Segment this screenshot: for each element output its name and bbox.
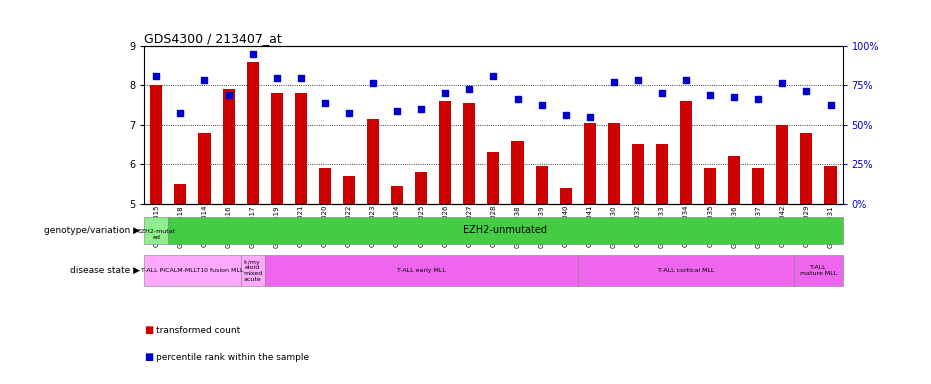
Bar [680, 101, 692, 204]
Point [317, 100, 332, 106]
Bar [488, 152, 499, 204]
Bar [608, 123, 620, 204]
Point [654, 90, 669, 96]
Bar [367, 119, 379, 204]
Bar [198, 133, 210, 204]
Point [462, 86, 477, 93]
Bar [271, 93, 283, 204]
Bar [264, 255, 578, 286]
Text: percentile rank within the sample: percentile rank within the sample [156, 353, 309, 362]
Text: genotype/variation ▶: genotype/variation ▶ [44, 226, 140, 235]
Point [342, 110, 357, 116]
Point [390, 108, 405, 114]
Bar [150, 86, 162, 204]
Point [197, 76, 212, 83]
Point [606, 78, 621, 84]
Point [534, 102, 549, 108]
Bar [560, 188, 572, 204]
Text: transformed count: transformed count [156, 326, 240, 335]
Point [679, 76, 694, 83]
Point [823, 102, 838, 108]
Bar [174, 184, 186, 204]
Text: EZH2-mutat: EZH2-mutat [137, 229, 175, 234]
Point [366, 80, 381, 86]
Point [413, 106, 428, 112]
Point [510, 96, 525, 102]
Point [750, 96, 765, 102]
Bar [247, 62, 259, 204]
Bar [632, 144, 644, 204]
Text: ■: ■ [144, 352, 154, 362]
Point [149, 73, 164, 79]
Text: EZH2-unmutated: EZH2-unmutated [464, 225, 547, 235]
Text: t-/my
eloid
mixed
acute: t-/my eloid mixed acute [243, 260, 263, 282]
Bar [464, 103, 476, 204]
Bar [144, 217, 169, 244]
Point [269, 74, 284, 81]
Bar [704, 168, 716, 204]
Bar [415, 172, 427, 204]
Point [245, 51, 260, 57]
Bar [825, 166, 837, 204]
Bar [223, 89, 235, 204]
Point [486, 73, 501, 79]
Point [799, 88, 814, 94]
Text: GDS4300 / 213407_at: GDS4300 / 213407_at [144, 32, 282, 45]
Text: T-ALL PICALM-MLLT10 fusion MLL: T-ALL PICALM-MLLT10 fusion MLL [142, 268, 244, 273]
Bar [391, 186, 403, 204]
Bar [801, 133, 813, 204]
Point [293, 74, 308, 81]
Text: ■: ■ [144, 325, 154, 335]
Point [222, 92, 236, 98]
Text: T-ALL
mature MLL: T-ALL mature MLL [800, 265, 837, 276]
Bar [240, 255, 264, 286]
Bar [584, 123, 596, 204]
Point [582, 114, 597, 120]
Point [775, 80, 789, 86]
Bar [295, 93, 307, 204]
Bar [144, 255, 240, 286]
Bar [343, 176, 355, 204]
Bar [318, 168, 331, 204]
Bar [776, 125, 789, 204]
Point [630, 76, 645, 83]
Bar [535, 166, 547, 204]
Bar [511, 141, 523, 204]
Bar [794, 255, 843, 286]
Bar [656, 144, 668, 204]
Text: disease state ▶: disease state ▶ [70, 266, 140, 275]
Point [559, 112, 573, 118]
Text: ed: ed [153, 235, 160, 240]
Point [703, 92, 718, 98]
Bar [728, 156, 740, 204]
Bar [752, 168, 764, 204]
Text: T-ALL cortical MLL: T-ALL cortical MLL [658, 268, 714, 273]
Bar [578, 255, 794, 286]
Point [173, 110, 188, 116]
Point [727, 94, 742, 100]
Text: T-ALL early MLL: T-ALL early MLL [397, 268, 446, 273]
Bar [439, 101, 452, 204]
Point [438, 90, 452, 96]
